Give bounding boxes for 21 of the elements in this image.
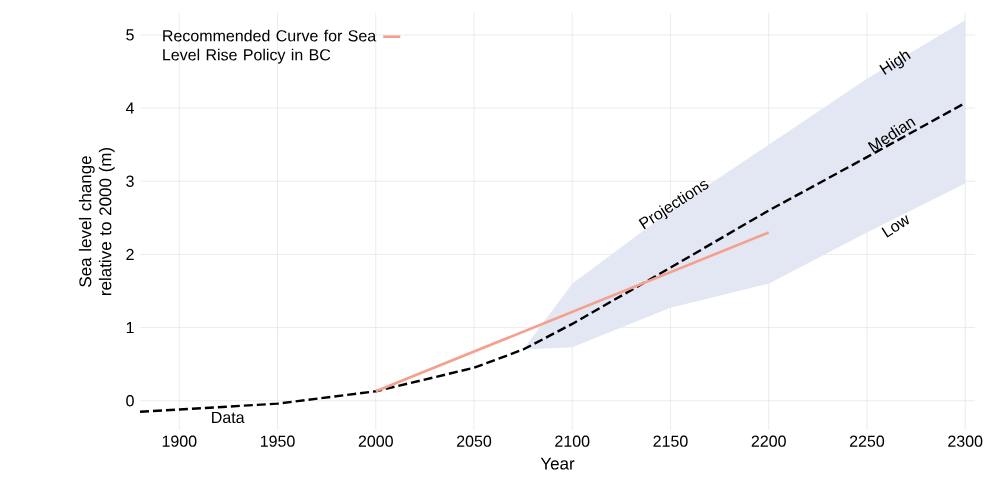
x-tick-label: 2300: [948, 435, 983, 447]
y-axis-title: Sea level change relative to 2000 (m): [78, 147, 115, 296]
x-tick-label: 2250: [849, 435, 885, 447]
x-axis-title: Year: [540, 457, 575, 470]
x-tick-label: 2100: [555, 435, 590, 447]
x-tick-label: 2150: [653, 435, 688, 447]
legend-label: Recommended Curve for Sea Level Rise Policy in BC: [163, 29, 377, 64]
x-tick-label: 2000: [358, 435, 393, 447]
annotation: Low: [881, 215, 909, 238]
x-tick-label: 1950: [260, 435, 295, 447]
annotation: High: [879, 51, 911, 75]
y-tick-label: 2: [126, 248, 134, 261]
x-tick-label: 2200: [751, 435, 786, 447]
x-tick-label: 1900: [162, 435, 197, 447]
y-tick-label: 5: [126, 29, 134, 41]
x-tick-label: 2050: [457, 435, 492, 447]
y-tick-label: 4: [125, 102, 134, 114]
y-tick-label: 1: [126, 322, 134, 334]
y-tick-label: 3: [126, 175, 134, 187]
y-tick-label: 0: [126, 395, 134, 407]
annotation: Data: [212, 411, 245, 424]
